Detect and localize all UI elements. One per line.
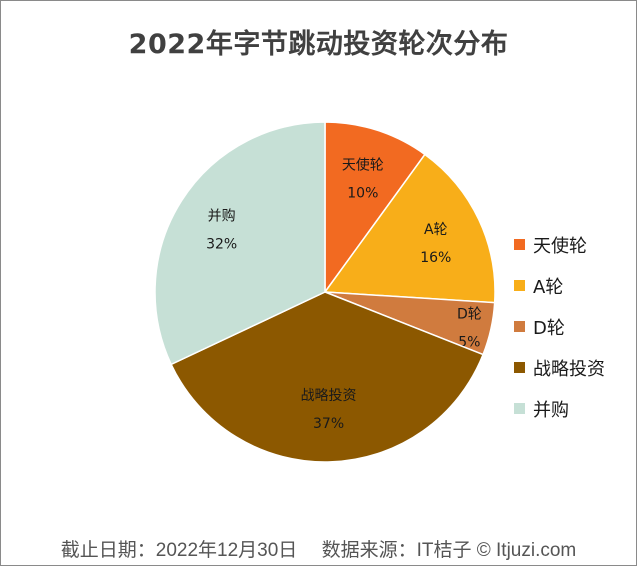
slice-label-percent: 32% [206, 236, 237, 252]
slice-label-percent: 37% [313, 416, 344, 432]
slice-label-name: 天使轮 [342, 157, 384, 174]
legend-item: D轮 [514, 306, 605, 347]
legend-item: A轮 [514, 265, 605, 306]
chart-title: 2022年字节跳动投资轮次分布 [128, 29, 509, 60]
legend-item: 战略投资 [514, 347, 605, 388]
legend-swatch-icon [514, 362, 525, 373]
legend-label: 战略投资 [533, 358, 605, 380]
slice-label-percent: 16% [420, 250, 451, 266]
legend-label: 并购 [533, 399, 569, 421]
legend-item: 天使轮 [514, 224, 605, 265]
legend-label: D轮 [533, 317, 565, 339]
legend-swatch-icon [514, 321, 525, 332]
slice-label-name: 并购 [208, 208, 236, 224]
pie-slice-1 [323, 153, 496, 304]
legend: 天使轮 A轮 D轮战略投资并购 [514, 224, 605, 429]
slice-label-name: D轮 [457, 306, 482, 322]
footer-source-note: 截止日期：2022年12月30日 数据来源：IT桔子 © Itjuzi.com [60, 540, 577, 561]
pie-slice-0 [324, 121, 426, 295]
legend-swatch-icon [514, 403, 525, 414]
slice-label-percent: 10% [347, 186, 378, 202]
slice-label-name: 战略投资 [301, 388, 357, 404]
pie-slice-3 [170, 291, 485, 463]
legend-label: A轮 [533, 276, 564, 298]
legend-swatch-icon [514, 280, 525, 291]
pie-slice-4 [154, 121, 326, 366]
legend-item: 并购 [514, 388, 605, 429]
slice-label-name: A轮 [424, 222, 448, 238]
legend-label: 天使轮 [533, 235, 587, 257]
legend-swatch-icon [514, 239, 525, 250]
